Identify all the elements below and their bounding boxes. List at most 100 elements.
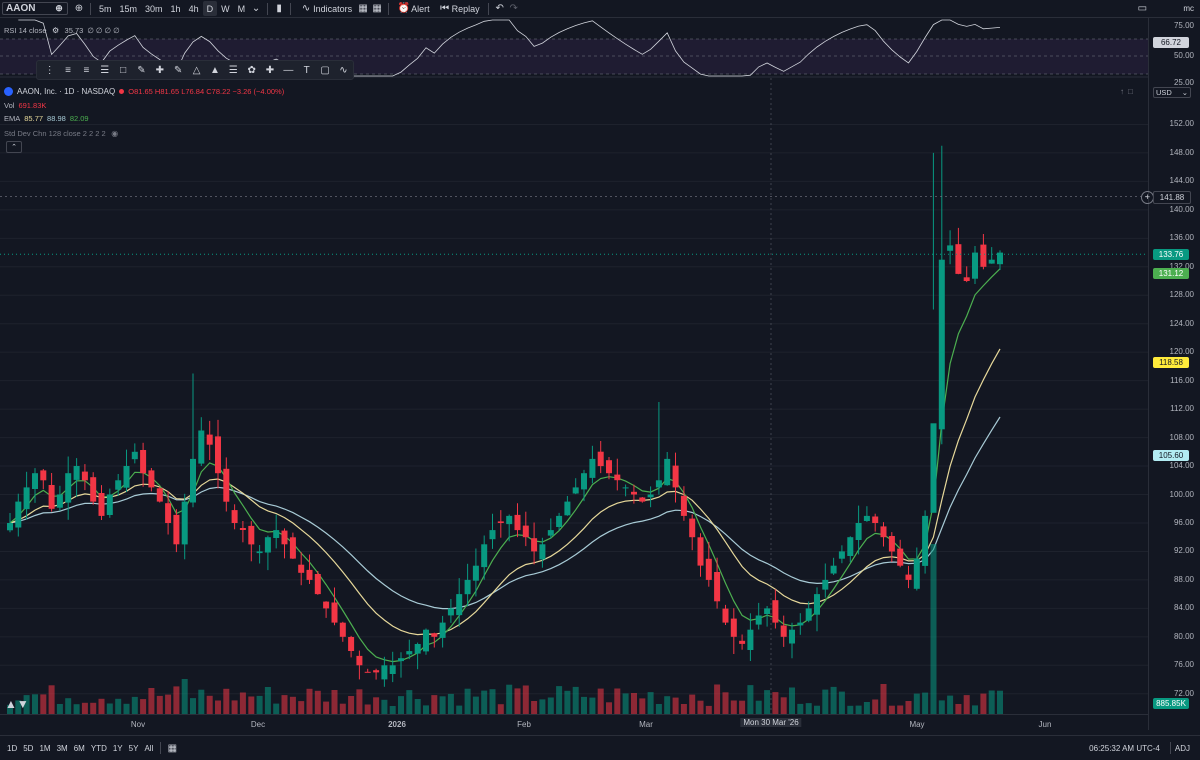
pattern-icon[interactable]: ✿	[247, 64, 256, 76]
volume-value: 691.83K	[18, 101, 47, 110]
volume-bar	[464, 688, 471, 714]
candle-body	[314, 574, 321, 595]
comment-icon[interactable]: □	[120, 64, 127, 76]
pen-icon[interactable]: ✎	[137, 64, 146, 76]
price-tick-label: 140.00	[1169, 204, 1194, 214]
interval-15m[interactable]: 15m	[119, 3, 138, 14]
indicators-button[interactable]: ∿ Indicators	[295, 1, 356, 16]
range-1y[interactable]: 1Y	[112, 743, 123, 753]
fib-icon[interactable]: ☰	[228, 64, 238, 76]
pin-icon[interactable]: ▲	[209, 64, 220, 76]
collapse-legend-button[interactable]: ⌃	[6, 141, 22, 153]
interval-d[interactable]: D	[202, 1, 218, 16]
price-tag-icon[interactable]: △	[192, 64, 201, 76]
minimize-icon[interactable]: ▭	[1137, 3, 1148, 14]
time-tick-label: Nov	[130, 720, 146, 729]
settings-icon[interactable]: ⚙	[51, 25, 60, 35]
range-ytd[interactable]: YTD	[90, 743, 107, 753]
candle-body	[256, 551, 263, 554]
range-all[interactable]: All	[144, 743, 154, 753]
indicators-label: Indicators	[313, 3, 353, 14]
adj-toggle[interactable]: ADJ	[1174, 743, 1190, 753]
calendar-icon[interactable]: ▦	[167, 742, 178, 754]
currency-select[interactable]: USD ⌄	[1153, 87, 1191, 98]
volume-bar	[581, 696, 587, 714]
candle-body	[597, 451, 604, 467]
interval-5m[interactable]: 5m	[99, 3, 112, 14]
interval-4h[interactable]: 4h	[188, 3, 199, 14]
alert-button[interactable]: ⏰ Alert	[393, 1, 434, 16]
add-symbol-icon[interactable]: ⊕	[74, 3, 84, 14]
interval-w[interactable]: W	[221, 3, 230, 14]
text-lines-icon[interactable]: ☰	[100, 64, 110, 76]
range-1m[interactable]: 1M	[39, 743, 51, 753]
range-1d[interactable]: 1D	[7, 743, 18, 753]
time-tick-label: May	[909, 720, 925, 729]
symbol-search[interactable]: AAON ⊕	[2, 2, 68, 15]
range-6m[interactable]: 6M	[73, 743, 85, 753]
redo-icon[interactable]: ↷	[509, 3, 518, 14]
candle-body	[65, 473, 72, 503]
candle-body	[905, 574, 912, 580]
layouts-icon[interactable]: ▦	[358, 3, 368, 14]
maximize-icon[interactable]: □	[1128, 87, 1133, 96]
time-tick-label: Jun	[1038, 720, 1052, 729]
text-tool-icon[interactable]: T	[303, 64, 310, 76]
brush-icon[interactable]: ✎	[174, 64, 183, 76]
replay-button[interactable]: ⏮ Replay	[434, 1, 484, 16]
measure-icon[interactable]: ✚	[265, 64, 275, 76]
volume-bar	[431, 695, 438, 714]
grid-icon[interactable]: ▦	[372, 3, 382, 14]
ruler-icon[interactable]: ✚	[155, 64, 165, 76]
eye-icon[interactable]: ◉	[111, 128, 119, 138]
candle-body	[406, 651, 413, 655]
candle-body	[489, 530, 496, 540]
candle-body	[439, 622, 446, 638]
drag-handle-icon[interactable]: ⋮	[44, 64, 55, 76]
indicators-icon: ∿	[301, 3, 311, 14]
range-5y[interactable]: 5Y	[128, 743, 139, 753]
interval-1h[interactable]: 1h	[170, 3, 181, 14]
volume-bar	[489, 689, 496, 714]
price-tick-label: 84.00	[1173, 603, 1194, 613]
candle-body	[364, 671, 371, 673]
bars-icon[interactable]: ≡	[65, 64, 71, 76]
volume-bar	[348, 696, 355, 714]
rsi-value: 35.73	[64, 25, 84, 35]
range-5d[interactable]: 5D	[23, 743, 34, 753]
chart-canvas[interactable]	[0, 18, 1148, 714]
clock[interactable]: 06:25:32 AM UTC-4	[1089, 743, 1160, 753]
candle-body	[880, 526, 887, 538]
price-tick-label: 96.00	[1173, 517, 1194, 527]
volume-bar	[32, 694, 38, 714]
chevron-down-icon[interactable]: ⌄	[251, 3, 261, 14]
price-tag: 118.58	[1153, 357, 1189, 369]
move-up-icon[interactable]: ↑	[1120, 87, 1124, 96]
candles-icon[interactable]: ▮	[276, 3, 282, 14]
lines-icon[interactable]: ≡	[83, 64, 90, 76]
range-3m[interactable]: 3M	[56, 743, 68, 753]
volume-bar	[472, 696, 479, 714]
divider	[1169, 742, 1171, 754]
horizontal-line-icon[interactable]: —	[283, 64, 294, 76]
volume-bar	[81, 702, 88, 714]
volume-bar	[406, 690, 413, 714]
account-label[interactable]: mc	[1183, 4, 1194, 13]
candle-body	[772, 600, 779, 623]
candle-body	[606, 460, 612, 474]
wave-icon[interactable]: ∿	[339, 64, 348, 76]
candle-body	[281, 530, 288, 545]
candle-body	[980, 244, 987, 267]
interval-30m[interactable]: 30m	[145, 3, 163, 14]
rectangle-icon[interactable]: ▢	[320, 64, 330, 76]
compare-icon[interactable]: ⊕	[55, 3, 63, 13]
volume-bar	[564, 690, 571, 714]
candle-body	[206, 434, 213, 445]
price-axis[interactable]: USD ⌄ + 75.00 66.72 50.00 25.00 152.00 14…	[1141, 18, 1200, 730]
candle-body	[764, 608, 771, 614]
time-axis[interactable]: Nov Dec 2026 Feb Mar Mon 30 Mar '26 May Jun	[0, 714, 1148, 732]
ema-value-fast: 85.77	[24, 114, 44, 123]
volume-bar	[90, 702, 97, 714]
undo-icon[interactable]: ↶	[495, 3, 504, 14]
interval-m[interactable]: M	[237, 3, 246, 14]
